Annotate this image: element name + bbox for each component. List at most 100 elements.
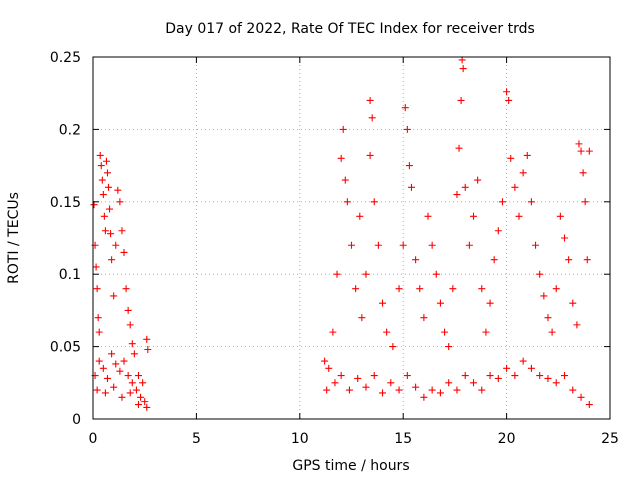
data-point <box>432 270 440 278</box>
data-point <box>561 234 569 242</box>
data-point <box>424 212 432 220</box>
grid <box>93 57 610 419</box>
data-point <box>573 321 581 329</box>
data-point <box>436 299 444 307</box>
data-point <box>461 183 469 191</box>
x-tick-label: 0 <box>89 431 98 447</box>
data-point <box>507 154 515 162</box>
data-point <box>498 198 506 206</box>
data-point <box>486 372 494 380</box>
data-point <box>94 314 102 322</box>
data-point <box>581 198 589 206</box>
data-point <box>395 285 403 293</box>
data-point <box>403 125 411 133</box>
data-point <box>126 321 134 329</box>
y-tick-label: 0.1 <box>59 267 81 283</box>
data-point <box>366 96 374 104</box>
data-point <box>399 241 407 249</box>
data-point <box>112 241 120 249</box>
data-point <box>387 379 395 387</box>
data-point <box>536 372 544 380</box>
data-point <box>486 299 494 307</box>
data-point <box>511 372 519 380</box>
data-point <box>405 162 413 170</box>
data-point <box>105 183 113 191</box>
data-point <box>470 379 478 387</box>
data-point <box>519 169 527 177</box>
data-point <box>362 383 370 391</box>
data-point <box>354 374 362 382</box>
data-point <box>474 176 482 184</box>
data-point <box>110 383 118 391</box>
data-point <box>108 256 116 264</box>
data-point <box>337 154 345 162</box>
data-point <box>124 372 132 380</box>
x-axis-label: GPS time / hours <box>292 458 409 474</box>
data-point <box>577 147 585 155</box>
x-tick-label: 25 <box>601 431 619 447</box>
data-point <box>449 285 457 293</box>
data-point <box>92 263 100 271</box>
data-point <box>120 248 128 256</box>
data-point <box>132 386 140 394</box>
data-point <box>144 345 152 353</box>
data-point <box>544 374 552 382</box>
data-point <box>453 386 461 394</box>
data-point <box>420 393 428 401</box>
data-point <box>374 241 382 249</box>
data-point <box>540 292 548 300</box>
x-tick-label: 5 <box>192 431 201 447</box>
data-point <box>103 374 111 382</box>
data-point <box>458 56 466 64</box>
data-point <box>436 389 444 397</box>
y-tick-label: 0.05 <box>50 340 81 356</box>
data-point <box>95 357 103 365</box>
data-point <box>552 379 560 387</box>
chart-title: Day 017 of 2022, Rate Of TEC Index for r… <box>165 21 535 37</box>
data-point <box>428 241 436 249</box>
data-point <box>519 357 527 365</box>
data-point <box>494 227 502 235</box>
data-point <box>329 328 337 336</box>
data-point <box>370 198 378 206</box>
y-tick-label: 0 <box>72 412 81 428</box>
data-point <box>99 364 107 372</box>
data-point <box>356 212 364 220</box>
data-point <box>331 379 339 387</box>
data-point <box>101 389 109 397</box>
data-point <box>362 270 370 278</box>
data-point <box>536 270 544 278</box>
data-point <box>98 176 106 184</box>
data-point <box>585 401 593 409</box>
data-point <box>141 398 149 406</box>
data-point <box>368 114 376 122</box>
data-point <box>348 241 355 249</box>
data-point <box>103 169 111 177</box>
data-point <box>556 212 564 220</box>
data-point <box>461 372 469 380</box>
data-point <box>128 379 136 387</box>
data-point <box>118 393 126 401</box>
y-axis-label: ROTI / TECUs <box>6 192 22 284</box>
data-point <box>401 104 409 112</box>
data-point <box>465 241 473 249</box>
data-point <box>337 372 345 380</box>
data-point <box>95 328 103 336</box>
data-point <box>455 144 463 152</box>
data-point <box>122 285 130 293</box>
y-tick-label: 0.2 <box>59 122 81 138</box>
data-point <box>143 403 151 411</box>
data-point <box>106 205 114 213</box>
data-point <box>585 147 593 155</box>
data-point <box>428 386 436 394</box>
data-point <box>93 386 101 394</box>
data-point <box>101 227 109 235</box>
data-point <box>478 285 486 293</box>
data-point <box>118 227 126 235</box>
data-point <box>407 183 415 191</box>
y-tick-label: 0.15 <box>50 195 81 211</box>
data-point <box>358 314 366 322</box>
data-point <box>339 125 347 133</box>
data-point <box>143 335 151 343</box>
